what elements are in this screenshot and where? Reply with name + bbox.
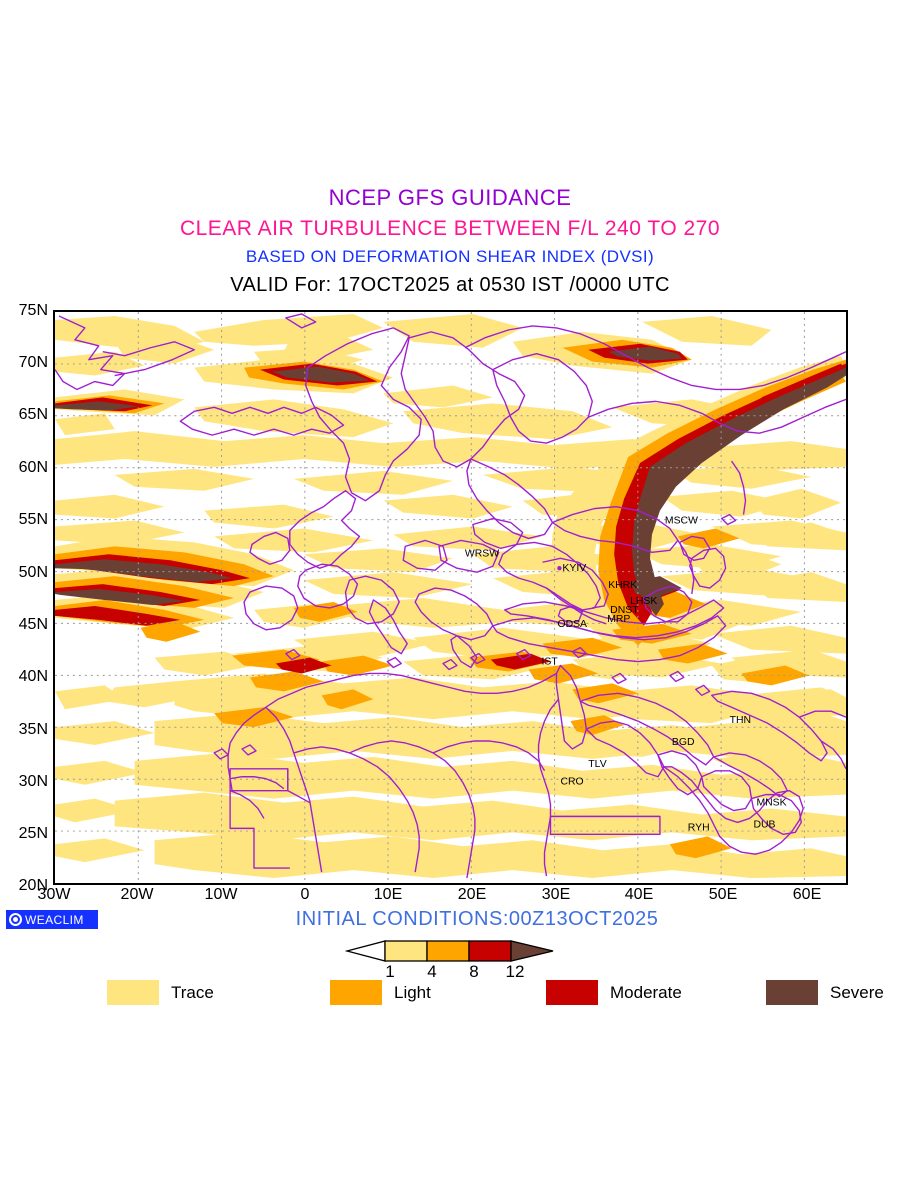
city-label-mrp: MRP [607, 614, 630, 625]
legend-swatch-moderate [546, 980, 598, 1005]
weaclim-logo[interactable]: WEACLIM [6, 910, 98, 929]
city-label-cro: CRO [560, 777, 583, 788]
map-panel[interactable]: MSCW WRSW KYIV KHRK LHSK DNST MRP ODSA I… [53, 310, 848, 885]
y-tick-65n: 65N [18, 406, 48, 423]
y-tick-25n: 25N [18, 825, 48, 842]
colorbar-left-arrow [345, 940, 386, 962]
y-tick-60n: 60N [18, 459, 48, 476]
city-label-kyiv: KYIV [562, 563, 586, 574]
turbulence-map[interactable]: MSCW WRSW KYIV KHRK LHSK DNST MRP ODSA I… [55, 312, 846, 883]
initial-conditions-text: INITIAL CONDITIONS:00Z13OCT2025 [295, 908, 659, 930]
y-tick-20n: 20N [18, 877, 48, 894]
legend-item-light: Light [330, 980, 431, 1005]
y-tick-35n: 35N [18, 721, 48, 738]
y-tick-75n: 75N [18, 302, 48, 319]
title-block: NCEP GFS GUIDANCE CLEAR AIR TURBULENCE B… [0, 182, 900, 300]
colorbar [345, 940, 554, 962]
contour-layer-severe [55, 346, 846, 616]
x-tick-0: 0 [300, 886, 310, 903]
colorbar-tick-1: 1 [385, 962, 395, 981]
city-label-ryh: RYH [688, 822, 710, 833]
x-tick-10w: 10W [204, 886, 238, 903]
colorbar-band-trace [384, 940, 428, 962]
title-line-agency: NCEP GFS GUIDANCE [328, 185, 572, 210]
legend-label-trace: Trace [171, 982, 214, 1002]
legend-label-moderate: Moderate [610, 982, 682, 1002]
x-tick-20w: 20W [120, 886, 154, 903]
y-tick-45n: 45N [18, 616, 48, 633]
legend-swatch-light [330, 980, 382, 1005]
legend-item-moderate: Moderate [546, 980, 682, 1005]
legend-label-light: Light [394, 982, 431, 1002]
x-tick-50e: 50E [708, 886, 738, 903]
city-label-wrsw: WRSW [465, 548, 499, 559]
city-labels-layer: MSCW WRSW KYIV KHRK LHSK DNST MRP ODSA I… [465, 516, 787, 834]
city-label-mnsk: MNSK [756, 798, 786, 809]
colorbar-tick-12: 12 [505, 962, 525, 981]
city-label-dub: DUB [753, 819, 775, 830]
y-tick-55n: 55N [18, 511, 48, 528]
x-tick-20e: 20E [457, 886, 487, 903]
y-tick-30n: 30N [18, 773, 48, 790]
legend-row: Trace Light Moderate Severe [0, 980, 900, 1010]
city-label-ist: IST [542, 657, 559, 668]
x-tick-30e: 30E [541, 886, 571, 903]
city-label-mscw: MSCW [665, 516, 698, 527]
city-label-odsa: ODSA [557, 619, 587, 630]
country-borders-layer [55, 313, 846, 879]
city-label-bgd: BGD [672, 737, 695, 748]
x-tick-60e: 60E [792, 886, 822, 903]
weaclim-logo-text: WEACLIM [25, 912, 84, 927]
legend-item-severe: Severe [766, 980, 884, 1005]
title-line-validity: VALID For: 17OCT2025 at 0530 IST /0000 U… [230, 273, 670, 296]
x-tick-30w: 30W [37, 886, 71, 903]
colorbar-tick-4: 4 [427, 962, 437, 981]
city-label-khrk: KHRK [608, 580, 637, 591]
y-tick-50n: 50N [18, 564, 48, 581]
title-line-product: CLEAR AIR TURBULENCE BETWEEN F/L 240 TO … [179, 216, 721, 240]
city-markers-layer [557, 566, 562, 571]
colorbar-right-arrow-severe [510, 940, 554, 962]
colorbar-band-light [426, 940, 470, 962]
legend-swatch-trace [107, 980, 159, 1005]
x-tick-10e: 10E [373, 886, 403, 903]
title-line-index: BASED ON DEFORMATION SHEAR INDEX (DVSI) [245, 247, 655, 267]
colorbar-tick-8: 8 [469, 962, 479, 981]
y-tick-70n: 70N [18, 354, 48, 371]
legend-item-trace: Trace [107, 980, 214, 1005]
city-label-dnst: DNST [610, 605, 639, 616]
x-tick-40e: 40E [624, 886, 654, 903]
city-label-thn: THN [730, 715, 751, 726]
city-label-lhsk: LHSK [630, 596, 657, 607]
colorbar-band-moderate [468, 940, 512, 962]
circle-target-icon [9, 913, 22, 926]
legend-label-severe: Severe [830, 982, 884, 1002]
legend-swatch-severe [766, 980, 818, 1005]
y-tick-40n: 40N [18, 668, 48, 685]
city-marker-kyiv [557, 566, 562, 571]
city-label-tlv: TLV [588, 759, 606, 770]
